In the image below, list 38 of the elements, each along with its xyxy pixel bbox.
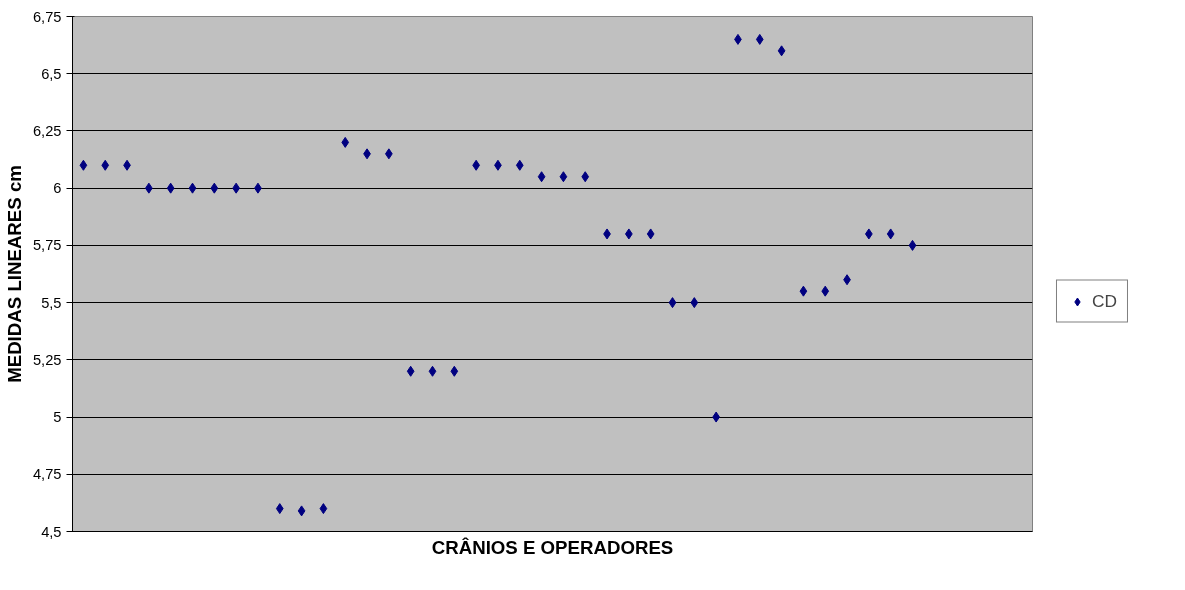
y-axis-title: MEDIDAS LINEARES cm: [3, 165, 25, 383]
point: [581, 171, 590, 183]
y-tick-label: 5: [53, 409, 62, 426]
point: [319, 503, 328, 515]
point: [166, 182, 175, 194]
point: [210, 182, 219, 194]
y-tick-label: 5,5: [41, 294, 62, 311]
point: [79, 159, 88, 171]
point: [450, 365, 459, 377]
point: [101, 159, 110, 171]
point: [799, 285, 808, 297]
point: [275, 503, 284, 515]
point: [668, 297, 677, 309]
y-tick-label: 6: [53, 180, 62, 197]
y-tick-label: 5,75: [32, 237, 62, 254]
point: [886, 228, 895, 240]
point: [297, 505, 306, 517]
legend-label: CD: [1091, 290, 1118, 312]
y-tick-label: 6,75: [32, 8, 62, 25]
point: [406, 365, 415, 377]
point: [559, 171, 568, 183]
y-tick-label: 4,5: [41, 523, 62, 540]
point: [908, 239, 917, 251]
y-tick-label: 6,25: [32, 122, 62, 139]
point: [690, 297, 699, 309]
point: [515, 159, 524, 171]
x-axis-title: CRÂNIOS E OPERADORES: [431, 536, 674, 558]
point: [755, 33, 764, 45]
point: [341, 136, 350, 148]
point: [777, 45, 786, 57]
point: [646, 228, 655, 240]
point: [821, 285, 830, 297]
y-tick-label: 5,25: [32, 351, 62, 368]
y-tick-label: 6,5: [41, 65, 62, 82]
y-tick-label: 4,75: [32, 466, 62, 483]
point: [428, 365, 437, 377]
point: [188, 182, 197, 194]
point: [537, 171, 546, 183]
